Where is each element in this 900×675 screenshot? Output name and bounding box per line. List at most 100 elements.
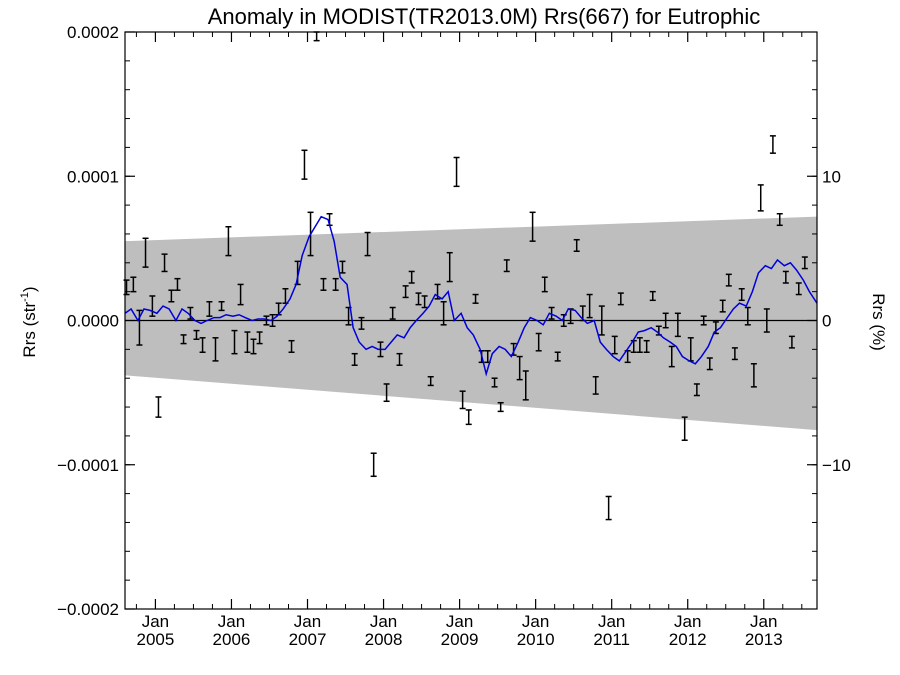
y-axis-left-label-sup: -1 — [19, 292, 31, 302]
error-bar — [535, 332, 542, 352]
x-tick-year-label: 2013 — [745, 630, 783, 649]
x-axis: Jan2005Jan2006Jan2007Jan2008Jan2009Jan20… — [135, 32, 803, 649]
error-bar — [149, 295, 156, 317]
error-bar — [187, 306, 194, 320]
error-bar — [725, 273, 732, 287]
error-bar — [472, 293, 479, 304]
error-bar — [358, 316, 365, 330]
error-bar — [244, 331, 251, 353]
error-bar — [801, 256, 808, 270]
error-bar — [541, 276, 548, 293]
error-bar — [497, 401, 504, 413]
error-bar — [396, 352, 403, 366]
error-bar — [130, 276, 137, 293]
error-bar — [269, 313, 276, 328]
error-bar — [643, 339, 650, 353]
error-bar — [617, 292, 624, 306]
x-tick-month-label: Jan — [674, 612, 701, 631]
error-bar — [731, 347, 738, 361]
error-bar — [313, 31, 320, 42]
error-bar — [744, 306, 751, 326]
error-bar — [459, 390, 466, 410]
error-bar — [421, 295, 428, 309]
error-bar — [693, 383, 700, 397]
error-bar — [795, 282, 802, 296]
error-bar — [161, 253, 168, 273]
y-right-tick-label: 0 — [822, 312, 831, 331]
x-tick-month-label: Jan — [446, 612, 473, 631]
error-bar — [776, 213, 783, 227]
y-axis-left-label-tail: ) — [20, 286, 39, 292]
error-bar — [769, 135, 776, 154]
error-bar — [180, 334, 187, 345]
error-bar — [649, 290, 656, 302]
x-tick-month-label: Jan — [142, 612, 169, 631]
y-left-tick-label: 0.0001 — [67, 167, 119, 186]
error-bar — [719, 299, 726, 313]
error-bar — [168, 289, 175, 303]
error-bar — [757, 184, 764, 212]
x-tick-month-label: Jan — [294, 612, 321, 631]
error-bar — [415, 292, 422, 306]
plot-area — [123, 31, 818, 610]
error-bar — [199, 337, 206, 353]
x-tick-year-label: 2008 — [365, 630, 403, 649]
y-left-tick-label: −0.0002 — [57, 600, 119, 619]
error-bar — [256, 331, 263, 345]
x-tick-month-label: Jan — [218, 612, 245, 631]
x-tick-year-label: 2010 — [517, 630, 555, 649]
error-bar — [218, 300, 225, 312]
error-bar — [491, 377, 498, 388]
error-bar — [288, 339, 295, 353]
error-bar — [636, 337, 643, 353]
error-bar — [503, 259, 510, 273]
error-bar — [402, 285, 409, 299]
error-bar — [142, 237, 149, 268]
error-bar — [364, 231, 371, 257]
error-bar — [263, 315, 270, 326]
error-bar — [389, 306, 396, 320]
error-bar — [681, 416, 688, 441]
error-bar — [573, 238, 580, 253]
error-bar — [668, 345, 675, 368]
error-bar — [212, 337, 219, 362]
x-tick-month-label: Jan — [370, 612, 397, 631]
error-bar — [206, 300, 213, 317]
y-axis-right: 10 0 −10 — [807, 31, 851, 610]
error-bar — [446, 251, 453, 283]
x-tick-year-label: 2009 — [441, 630, 479, 649]
error-bar — [427, 376, 434, 387]
error-bar — [605, 495, 612, 521]
error-bar — [700, 315, 707, 326]
error-bar — [611, 335, 618, 355]
error-bar — [522, 370, 529, 401]
error-bar — [383, 383, 390, 403]
error-bar — [465, 409, 472, 426]
error-bar — [320, 277, 327, 291]
x-tick-month-label: Jan — [750, 612, 777, 631]
error-bar — [554, 351, 561, 362]
y-left-tick-label: 0.0002 — [67, 23, 119, 42]
x-tick-year-label: 2011 — [593, 630, 630, 649]
error-bar — [453, 156, 460, 188]
x-tick-year-label: 2007 — [289, 630, 327, 649]
error-bar — [237, 283, 244, 306]
error-bar — [155, 396, 162, 418]
y-axis-left-label-main: Rrs (str — [20, 302, 39, 358]
x-tick-month-label: Jan — [598, 612, 625, 631]
error-bar — [750, 363, 757, 388]
error-bar — [598, 305, 605, 336]
chart-title: Anomaly in MODIST(TR2013.0M) Rrs(667) fo… — [208, 4, 761, 29]
error-bar — [351, 352, 358, 366]
error-bar — [763, 308, 770, 333]
error-bar — [586, 293, 593, 319]
error-bar — [548, 306, 555, 320]
error-bar — [193, 329, 200, 341]
y-axis-right-label: Rrs (%) — [869, 293, 888, 351]
error-bar — [225, 225, 232, 257]
x-tick-year-label: 2006 — [213, 630, 251, 649]
error-bar — [782, 270, 789, 284]
y-right-tick-label: 10 — [822, 167, 841, 186]
x-tick-year-label: 2005 — [137, 630, 175, 649]
